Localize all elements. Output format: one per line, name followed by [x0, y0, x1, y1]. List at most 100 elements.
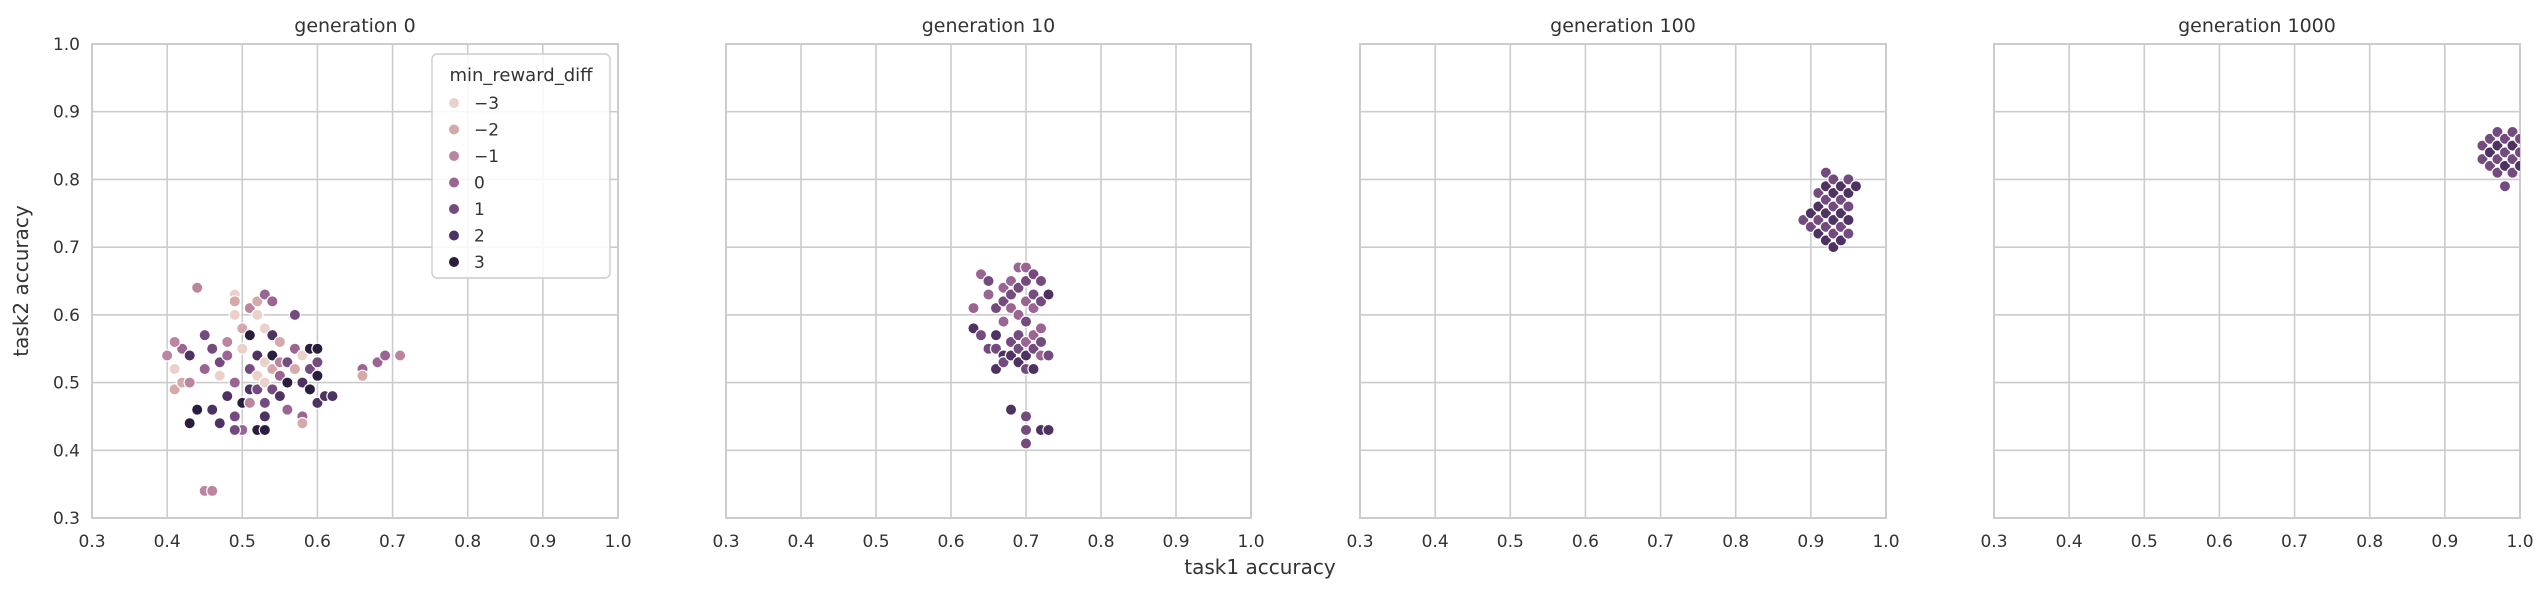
- data-point: [1842, 200, 1855, 213]
- x-tick-label: 0.3: [1980, 532, 2007, 552]
- legend-title: min_reward_diff: [449, 65, 593, 86]
- data-point: [989, 328, 1003, 342]
- data-point: [1842, 227, 1855, 240]
- data-point: [1019, 423, 1033, 437]
- data-point: [266, 295, 279, 308]
- points-group: [1797, 166, 1863, 254]
- data-point: [1034, 322, 1048, 335]
- data-point: [183, 349, 196, 362]
- x-tick-label: 0.6: [2206, 532, 2233, 552]
- y-tick-label: 0.3: [53, 509, 80, 529]
- x-tick-label: 0.5: [229, 532, 256, 552]
- x-tick-label: 0.3: [78, 532, 105, 552]
- data-point: [273, 335, 287, 349]
- points-group: [2476, 125, 2520, 193]
- data-point: [2498, 179, 2512, 193]
- x-tick-label: 0.5: [862, 532, 889, 552]
- y-tick-label: 0.8: [53, 170, 80, 190]
- panel-title: generation 100: [1550, 15, 1696, 37]
- x-tick-label: 0.5: [1497, 532, 1524, 552]
- data-point: [997, 315, 1010, 328]
- data-point: [1842, 213, 1855, 227]
- plot-frame: [1993, 43, 2521, 519]
- x-tick-label: 0.9: [1162, 532, 1189, 552]
- panel-title: generation 0: [294, 15, 415, 37]
- data-point: [273, 389, 287, 403]
- data-point: [206, 403, 219, 416]
- data-point: [281, 403, 294, 416]
- data-point: [213, 369, 226, 382]
- data-point: [288, 362, 302, 376]
- x-tick-label: 0.4: [1422, 532, 1449, 552]
- data-point: [378, 349, 392, 362]
- data-point: [243, 328, 256, 342]
- data-point: [243, 396, 256, 410]
- plot-frame: [91, 43, 619, 519]
- data-point: [296, 417, 309, 430]
- x-tick-label: 0.9: [2431, 532, 2458, 552]
- panel-title: generation 10: [922, 15, 1056, 37]
- data-point: [2513, 159, 2520, 173]
- panel-title: generation 1000: [2178, 15, 2336, 37]
- data-point: [1027, 362, 1040, 376]
- x-tick-label: 0.7: [1647, 532, 1674, 552]
- x-tick-label: 1.0: [1872, 532, 1899, 552]
- legend-marker: [447, 255, 461, 269]
- y-axis-label: task2 accuracy: [9, 205, 33, 357]
- data-point: [2513, 132, 2520, 145]
- data-point: [311, 342, 324, 355]
- x-tick-label: 0.3: [1346, 532, 1373, 552]
- data-point: [393, 349, 407, 362]
- data-point: [221, 335, 234, 349]
- y-tick-label: 0.7: [53, 238, 80, 258]
- x-tick-label: 1.0: [1237, 532, 1264, 552]
- data-point: [168, 362, 181, 376]
- legend-label: 0: [474, 174, 485, 194]
- data-point: [221, 389, 234, 403]
- y-tick-label: 0.5: [53, 374, 80, 394]
- data-point: [1019, 315, 1033, 328]
- x-tick-label: 0.8: [1087, 532, 1114, 552]
- data-point: [974, 328, 988, 342]
- legend-label: 2: [474, 227, 485, 247]
- y-tick-label: 0.9: [53, 103, 80, 123]
- data-point: [160, 349, 174, 362]
- x-tick-label: 0.4: [787, 532, 814, 552]
- data-point: [288, 308, 302, 322]
- data-point: [228, 410, 241, 423]
- data-point: [221, 349, 234, 362]
- data-point: [251, 308, 264, 322]
- points-group: [967, 261, 1055, 450]
- plot-frame: [725, 43, 1252, 519]
- legend: min_reward_diff −3 −2 −1 0 1 2 3: [431, 53, 611, 279]
- y-tick-label: 0.4: [53, 441, 80, 461]
- legend-marker: [447, 176, 461, 189]
- data-point: [1034, 335, 1048, 349]
- data-point: [228, 295, 241, 308]
- data-point: [206, 342, 219, 355]
- x-tick-label: 0.6: [304, 532, 331, 552]
- data-point: [1019, 437, 1033, 450]
- x-tick-label: 0.6: [1572, 532, 1599, 552]
- data-point: [198, 362, 211, 376]
- data-point: [2513, 146, 2520, 159]
- x-tick-label: 0.8: [454, 532, 481, 552]
- x-tick-label: 0.5: [2131, 532, 2158, 552]
- legend-label: 3: [474, 253, 485, 273]
- panel-3: 0.3 0.4 0.5 0.6 0.7 0.8 0.9 1.0 generation 1000: [1980, 15, 2533, 552]
- data-point: [190, 281, 204, 294]
- x-tick-label: 0.7: [2281, 532, 2308, 552]
- plot-frame: [1359, 43, 1887, 519]
- data-point: [967, 301, 980, 315]
- x-tick-label: 0.3: [712, 532, 739, 552]
- data-point: [228, 423, 241, 437]
- data-point: [356, 369, 369, 382]
- data-point: [168, 335, 181, 349]
- data-point: [236, 342, 249, 355]
- x-tick-label: 0.7: [379, 532, 406, 552]
- data-point: [228, 376, 241, 389]
- data-point: [311, 356, 324, 369]
- data-point: [228, 308, 241, 322]
- data-point: [1042, 288, 1055, 301]
